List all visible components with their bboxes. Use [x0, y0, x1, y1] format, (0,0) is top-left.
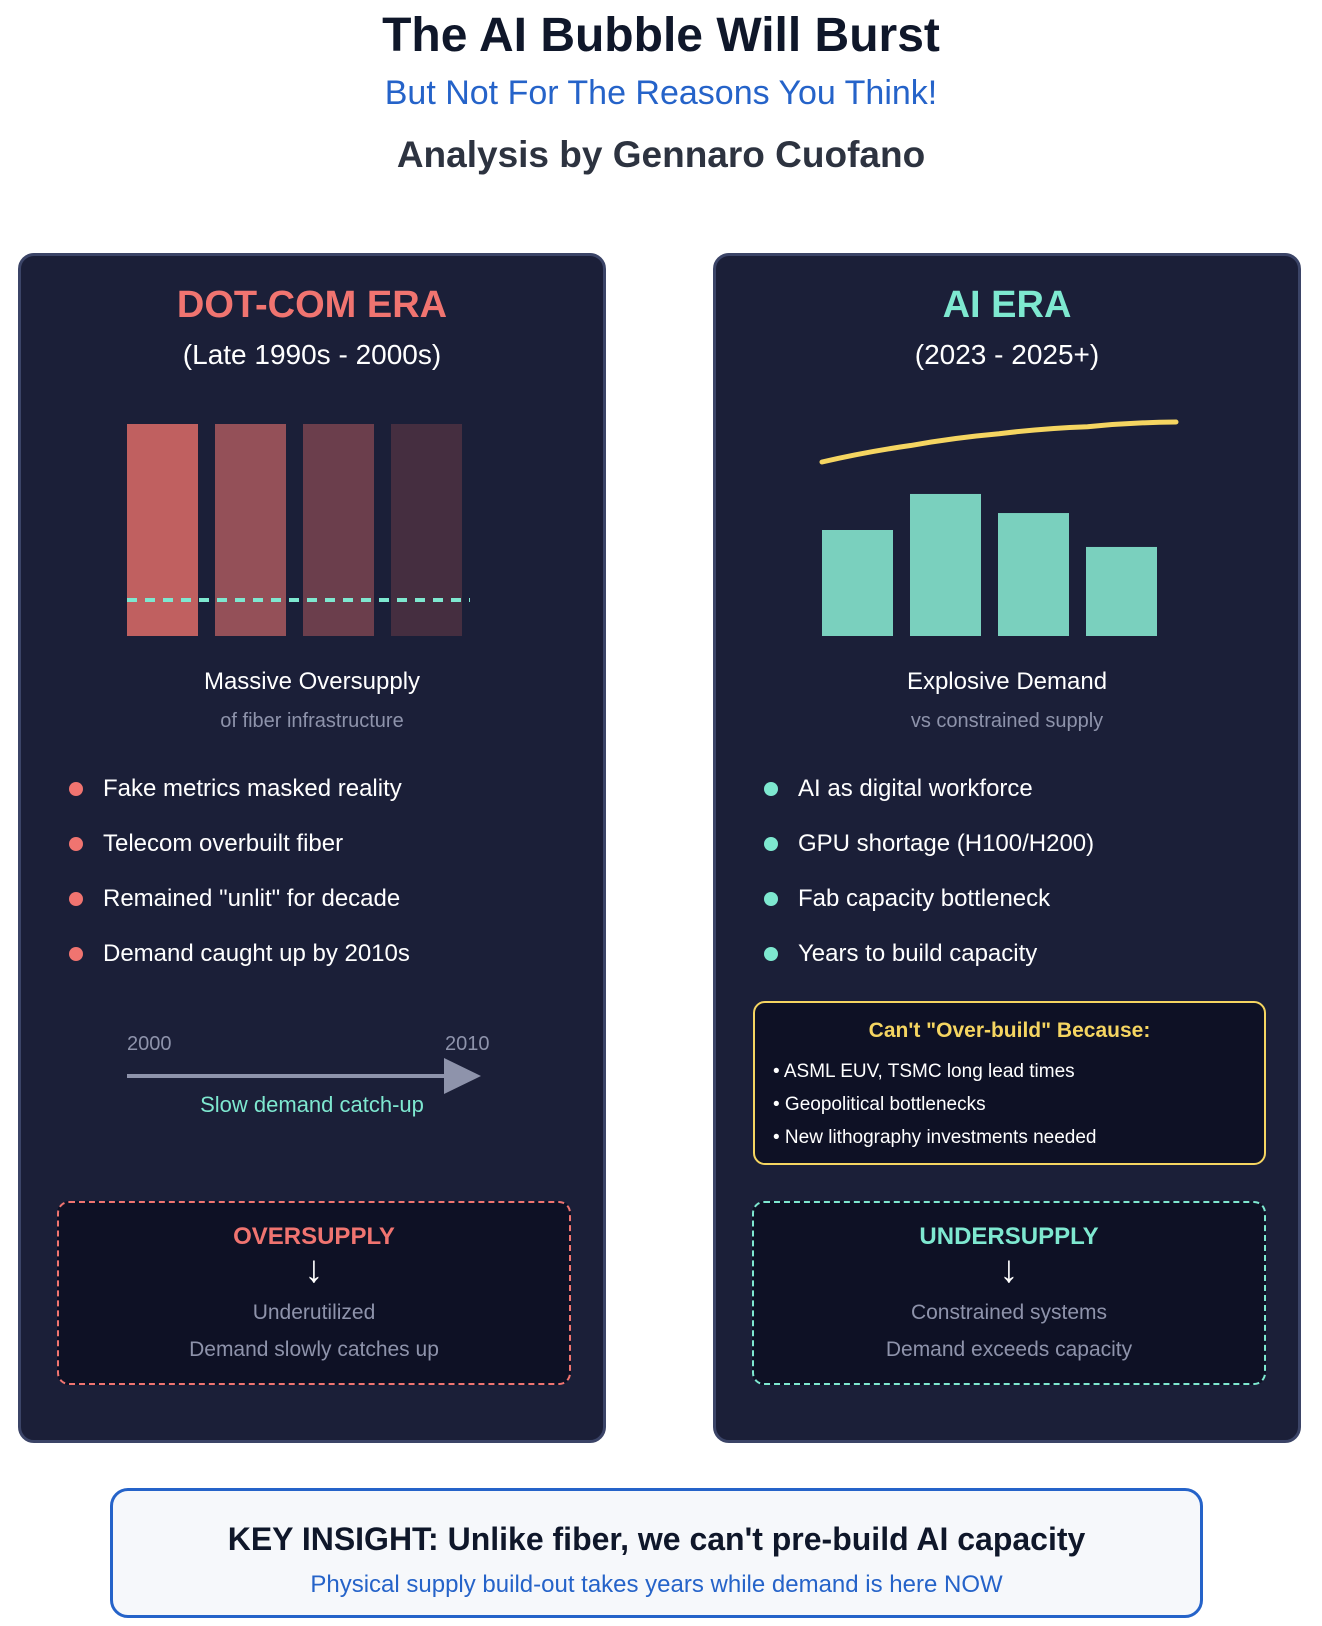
outcome-detail: Demand slowly catches up	[189, 1338, 439, 1361]
author-byline: Analysis by Gennaro Cuofano	[396, 134, 926, 175]
bullet-text: Telecom overbuilt fiber	[103, 829, 344, 857]
dotcom-title: DOT-COM ERA	[176, 284, 448, 326]
timeline-caption: Slow demand catch-up	[200, 1092, 424, 1117]
list-item: AI as digital workforce	[764, 761, 1094, 816]
bullet-text: Fab capacity bottleneck	[798, 884, 1051, 912]
dotcom-panel: DOT-COM ERA (Late 1990s - 2000s) Massive…	[18, 253, 606, 1443]
list-item: Fab capacity bottleneck	[764, 871, 1094, 926]
list-item: • ASML EUV, TSMC long lead times	[773, 1061, 1075, 1082]
outcome-title: OVERSUPPLY	[233, 1223, 395, 1250]
outcome-detail: Constrained systems	[910, 1301, 1108, 1324]
dotcom-years: (Late 1990s - 2000s)	[182, 339, 442, 370]
bullet-text: Years to build capacity	[798, 939, 1038, 967]
dotcom-supply-chart	[127, 424, 470, 636]
ai-title: AI ERA	[942, 284, 1072, 326]
outcome-detail: Underutilized	[252, 1301, 376, 1324]
ai-panel: AI ERA (2023 - 2025+) Explosive Demand v…	[713, 253, 1301, 1443]
supply-bar	[127, 424, 198, 636]
arrow-down-icon: ↓	[304, 1249, 324, 1291]
list-item: Years to build capacity	[764, 926, 1094, 981]
supply-bar	[215, 424, 286, 636]
bullet-text: AI as digital workforce	[798, 774, 1033, 802]
list-item: Telecom overbuilt fiber	[69, 816, 410, 871]
bullet-text: Fake metrics masked reality	[103, 774, 402, 802]
dotcom-chart-caption: Massive Oversupply	[203, 668, 421, 695]
dotcom-bullet-list: Fake metrics masked reality Telecom over…	[69, 761, 410, 981]
insight-title: KEY INSIGHT: Unlike fiber, we can't pre-…	[227, 1521, 1086, 1557]
supply-bar	[1086, 546, 1157, 636]
bullet-dot-icon	[764, 781, 778, 796]
list-item: Fake metrics masked reality	[69, 761, 410, 816]
constraints-title: Can't "Over-build" Because:	[868, 1019, 1151, 1042]
bullet-text: Demand caught up by 2010s	[103, 939, 410, 967]
key-insight-box: KEY INSIGHT: Unlike fiber, we can't pre-…	[110, 1488, 1203, 1618]
arrow-right-icon	[444, 1058, 481, 1094]
outcome-detail: Demand exceeds capacity	[885, 1338, 1133, 1361]
bullet-dot-icon	[69, 946, 83, 961]
ai-outcome-box: UNDERSUPPLY ↓ Constrained systems Demand…	[752, 1201, 1266, 1385]
list-item: Remained "unlit" for decade	[69, 871, 410, 926]
bullet-dot-icon	[764, 946, 778, 961]
supply-bar	[822, 530, 893, 636]
dotcom-outcome-box: OVERSUPPLY ↓ Underutilized Demand slowly…	[57, 1201, 571, 1385]
bullet-dot-icon	[69, 781, 83, 796]
demand-curve	[819, 419, 1179, 465]
bullet-text: GPU shortage (H100/H200)	[798, 829, 1095, 857]
timeline-end-label: 2010	[445, 1033, 490, 1055]
list-item: • Geopolitical bottlenecks	[773, 1094, 986, 1115]
arrow-down-icon: ↓	[999, 1249, 1019, 1291]
bullet-dot-icon	[764, 836, 778, 851]
page-subtitle: But Not For The Reasons You Think!	[384, 74, 938, 112]
ai-bullet-list: AI as digital workforce GPU shortage (H1…	[764, 761, 1094, 981]
list-item: GPU shortage (H100/H200)	[764, 816, 1094, 871]
timeline-start-label: 2000	[127, 1033, 172, 1055]
insight-subtitle: Physical supply build-out takes years wh…	[310, 1571, 1003, 1598]
supply-bar	[998, 513, 1069, 636]
constraints-box: Can't "Over-build" Because: • ASML EUV, …	[753, 1001, 1266, 1165]
bullet-dot-icon	[764, 891, 778, 906]
bullet-text: Remained "unlit" for decade	[103, 884, 401, 912]
timeline: 2000 2010	[127, 1033, 490, 1094]
supply-bar	[303, 424, 374, 636]
ai-supply-chart	[819, 419, 1179, 636]
ai-years: (2023 - 2025+)	[914, 339, 1100, 370]
bullet-dot-icon	[69, 891, 83, 906]
page-title: The AI Bubble Will Burst	[382, 9, 940, 62]
dotcom-chart-subcaption: of fiber infrastructure	[220, 710, 404, 732]
bullet-dot-icon	[69, 836, 83, 851]
supply-bar	[391, 424, 462, 636]
list-item: • New lithography investments needed	[773, 1127, 1097, 1148]
ai-chart-caption: Explosive Demand	[906, 668, 1108, 695]
outcome-title: UNDERSUPPLY	[919, 1223, 1099, 1250]
ai-chart-subcaption: vs constrained supply	[910, 710, 1104, 732]
supply-bar	[910, 493, 981, 636]
list-item: Demand caught up by 2010s	[69, 926, 410, 981]
constraints-list: • ASML EUV, TSMC long lead times • Geopo…	[773, 1055, 1097, 1154]
